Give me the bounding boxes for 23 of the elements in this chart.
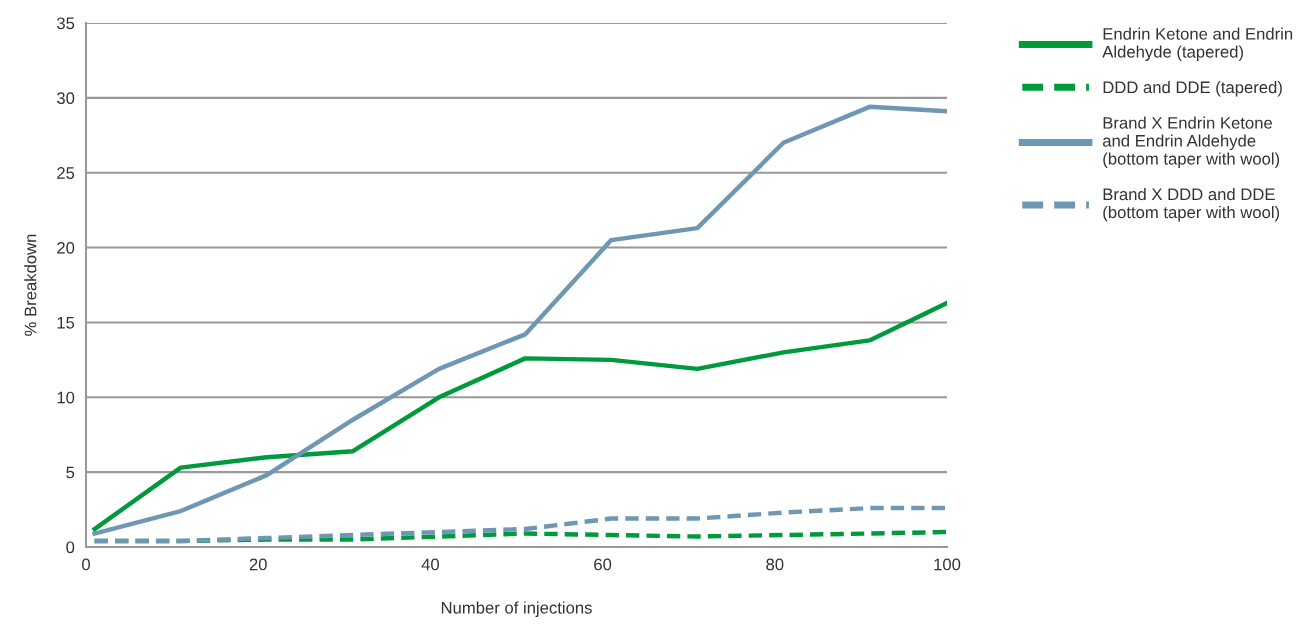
y-tick-label: 30 [56, 92, 75, 105]
y-axis-title: % Breakdown [24, 234, 37, 336]
x-tick-label: 40 [421, 558, 440, 571]
legend-label: DDD and DDE (tapered) [1103, 81, 1282, 97]
line-series [92, 104, 947, 536]
y-tick-label: 5 [66, 466, 75, 479]
line-series [92, 505, 947, 544]
x-tick-label: 100 [934, 558, 961, 571]
x-tick-label: 60 [594, 558, 612, 571]
y-tick-label: 15 [57, 317, 75, 329]
y-tick-label: 10 [57, 391, 75, 404]
legend-label: Brand X DDD and DDE (bottom taper with wool) [1103, 187, 1280, 222]
y-tick-label: 20 [57, 241, 75, 254]
y-tick-label: 35 [56, 17, 75, 30]
x-tick-label: 0 [82, 558, 90, 571]
y-tick-label: 0 [66, 541, 75, 554]
legend-label: Endrin Ketone and Endrin Aldehyde (tapered) [1102, 27, 1293, 62]
legend-label: Brand X Endrin Ketone and Endrin Aldehyde (bottom taper with wool) [1102, 116, 1280, 168]
y-tick-label: 25 [57, 167, 75, 179]
line-series [92, 300, 947, 532]
x-tick-label: 20 [249, 558, 267, 571]
x-axis-title: Number of injections [441, 601, 592, 617]
x-tick-label: 80 [766, 558, 784, 571]
